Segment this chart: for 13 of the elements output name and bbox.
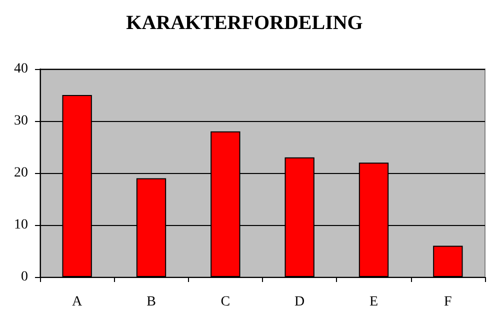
x-tick-label: C bbox=[220, 294, 230, 310]
x-tick-label: E bbox=[369, 294, 378, 310]
bar bbox=[433, 246, 463, 277]
y-tick-label: 40 bbox=[14, 62, 28, 76]
chart-title: KARAKTERFORDELING bbox=[126, 12, 364, 34]
y-tick-label: 10 bbox=[14, 218, 28, 232]
x-tick-label: F bbox=[444, 294, 452, 310]
y-tick-label: 20 bbox=[14, 166, 28, 180]
x-tick-label: B bbox=[146, 294, 156, 310]
y-tick-label: 0 bbox=[21, 270, 28, 284]
y-tick-label: 30 bbox=[14, 114, 28, 128]
x-tick-label: A bbox=[72, 294, 84, 310]
x-tick-label: D bbox=[294, 294, 305, 310]
